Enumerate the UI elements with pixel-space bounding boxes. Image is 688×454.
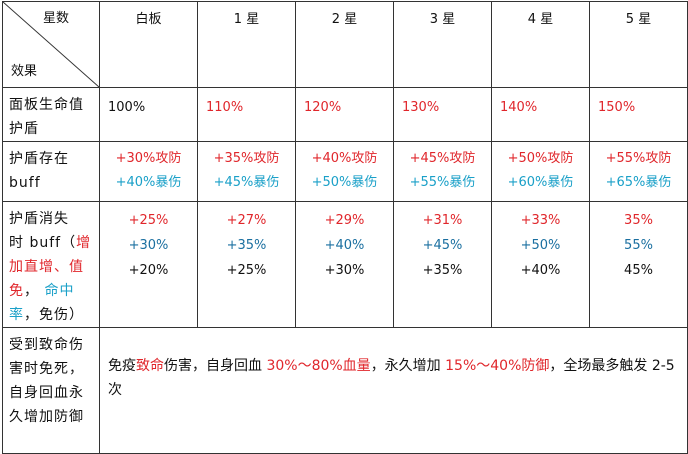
col-header-1star: 1 星 [197, 1, 296, 88]
damage-reduction-value: +25% [226, 263, 267, 278]
row-label-highlight: 命中 [44, 283, 75, 299]
direct-increase-value: +25% [128, 213, 169, 228]
col-header-2star: 2 星 [295, 1, 394, 88]
attack-value: +55%攻防 [605, 151, 672, 166]
row-label: 护盾存在 buff [2, 141, 100, 202]
hit-rate-value: +45% [422, 238, 463, 253]
desc-text: ，永久增加 [370, 358, 446, 374]
row-label-highlight: 增 [76, 235, 92, 251]
row-shield-buff: 护盾存在 buff +30%攻防 +40%暴伤 +35%攻防 +45%暴伤 +40%… [2, 141, 688, 202]
row-label: 护盾消失 时 buff（增 加直增、值 免， 命中 率，免伤） [2, 201, 100, 328]
direct-increase-value: +27% [226, 213, 267, 228]
value-cell: +31% +45% +35% [393, 201, 492, 328]
row-label-highlight: 免 [9, 283, 24, 299]
row-label-line: 护盾存在 [9, 151, 69, 167]
crit-value: +45%暴伤 [213, 175, 280, 190]
attack-value: +35%攻防 [213, 151, 280, 166]
value-cell: +29% +40% +30% [295, 201, 394, 328]
direct-increase-value: +33% [520, 213, 561, 228]
value-cell: +25% +30% +20% [99, 201, 198, 328]
hit-rate-value: +50% [520, 238, 561, 253]
direct-increase-value: +29% [324, 213, 365, 228]
col-header-3star: 3 星 [393, 1, 492, 88]
value-cell: +55%攻防 +65%暴伤 [589, 141, 688, 202]
desc-highlight: 30%～80%血量 [266, 358, 371, 374]
damage-reduction-value: +35% [422, 263, 463, 278]
value-cell: 150% [589, 87, 688, 142]
crit-value: +40%暴伤 [115, 175, 182, 190]
damage-reduction-value: 45% [624, 263, 653, 278]
value-cell: 120% [295, 87, 394, 142]
col-header-base: 白板 [99, 1, 198, 88]
col-header-5star: 5 星 [589, 1, 688, 88]
header-corner-cell: 星数 效果 [2, 1, 100, 88]
desc-text: 伤害，自身回血 [164, 358, 267, 374]
row-fatal-immunity: 受到致命伤害时免死，自身回血永久增加防御 免疫致命伤害，自身回血 30%～80%… [2, 327, 688, 454]
hit-rate-value: +40% [324, 238, 365, 253]
desc-highlight: 致命 [136, 358, 164, 374]
direct-increase-value: 35% [624, 213, 653, 228]
value-cell: 110% [197, 87, 296, 142]
attack-value: +30%攻防 [115, 151, 182, 166]
value-cell: +33% +50% +40% [491, 201, 590, 328]
hit-rate-value: 55% [624, 238, 653, 253]
hit-rate-value: +30% [128, 238, 169, 253]
crit-value: +65%暴伤 [605, 175, 672, 190]
crit-value: +55%暴伤 [409, 175, 476, 190]
header-bottom-label: 效果 [11, 64, 38, 79]
row-panel-hp-shield: 面板生命值护盾 100% 110% 120% 130% 140% 150% [2, 87, 688, 142]
value-cell: +35%攻防 +45%暴伤 [197, 141, 296, 202]
damage-reduction-value: +20% [128, 263, 169, 278]
header-row: 星数 效果 白板 1 星 2 星 3 星 4 星 5 星 [2, 1, 688, 88]
value-cell: 100% [99, 87, 198, 142]
crit-value: +50%暴伤 [311, 175, 378, 190]
attack-value: +40%攻防 [311, 151, 378, 166]
hit-rate-value: +35% [226, 238, 267, 253]
row-shield-break-buff: 护盾消失 时 buff（增 加直增、值 免， 命中 率，免伤） +25% +30%… [2, 201, 688, 328]
value-cell: 140% [491, 87, 590, 142]
fatal-immunity-description: 免疫致命伤害，自身回血 30%～80%血量，永久增加 15%～40%防御，全场最… [99, 327, 688, 454]
value-cell: 35% 55% 45% [589, 201, 688, 328]
row-label-line: 护盾消失 [9, 211, 69, 227]
value-cell: +30%攻防 +40%暴伤 [99, 141, 198, 202]
row-label: 面板生命值护盾 [2, 87, 100, 142]
row-label-line: ， [24, 283, 39, 299]
direct-increase-value: +31% [422, 213, 463, 228]
desc-text: ，全场最多触发 2-5 次 [108, 358, 675, 398]
col-header-4star: 4 星 [491, 1, 590, 88]
header-top-label: 星数 [42, 11, 69, 26]
value-cell: 130% [393, 87, 492, 142]
desc-text: 免疫 [108, 358, 136, 374]
damage-reduction-value: +40% [520, 263, 561, 278]
attack-value: +50%攻防 [507, 151, 574, 166]
row-label-highlight: 率 [9, 307, 24, 323]
row-label-highlight: 加直增、值 [9, 259, 84, 275]
row-label-line: buff [9, 175, 41, 191]
row-label-line: ，免伤） [24, 307, 84, 323]
crit-value: +60%暴伤 [507, 175, 574, 190]
value-cell: +45%攻防 +55%暴伤 [393, 141, 492, 202]
value-cell: +27% +35% +25% [197, 201, 296, 328]
value-cell: +50%攻防 +60%暴伤 [491, 141, 590, 202]
damage-reduction-value: +30% [324, 263, 365, 278]
diagonal-line [3, 2, 99, 87]
value-cell: +40%攻防 +50%暴伤 [295, 141, 394, 202]
desc-highlight: 15%～40%防御 [445, 358, 550, 374]
attack-value: +45%攻防 [409, 151, 476, 166]
row-label-line: 时 buff（ [9, 235, 77, 251]
row-label: 受到致命伤害时免死，自身回血永久增加防御 [2, 327, 100, 454]
